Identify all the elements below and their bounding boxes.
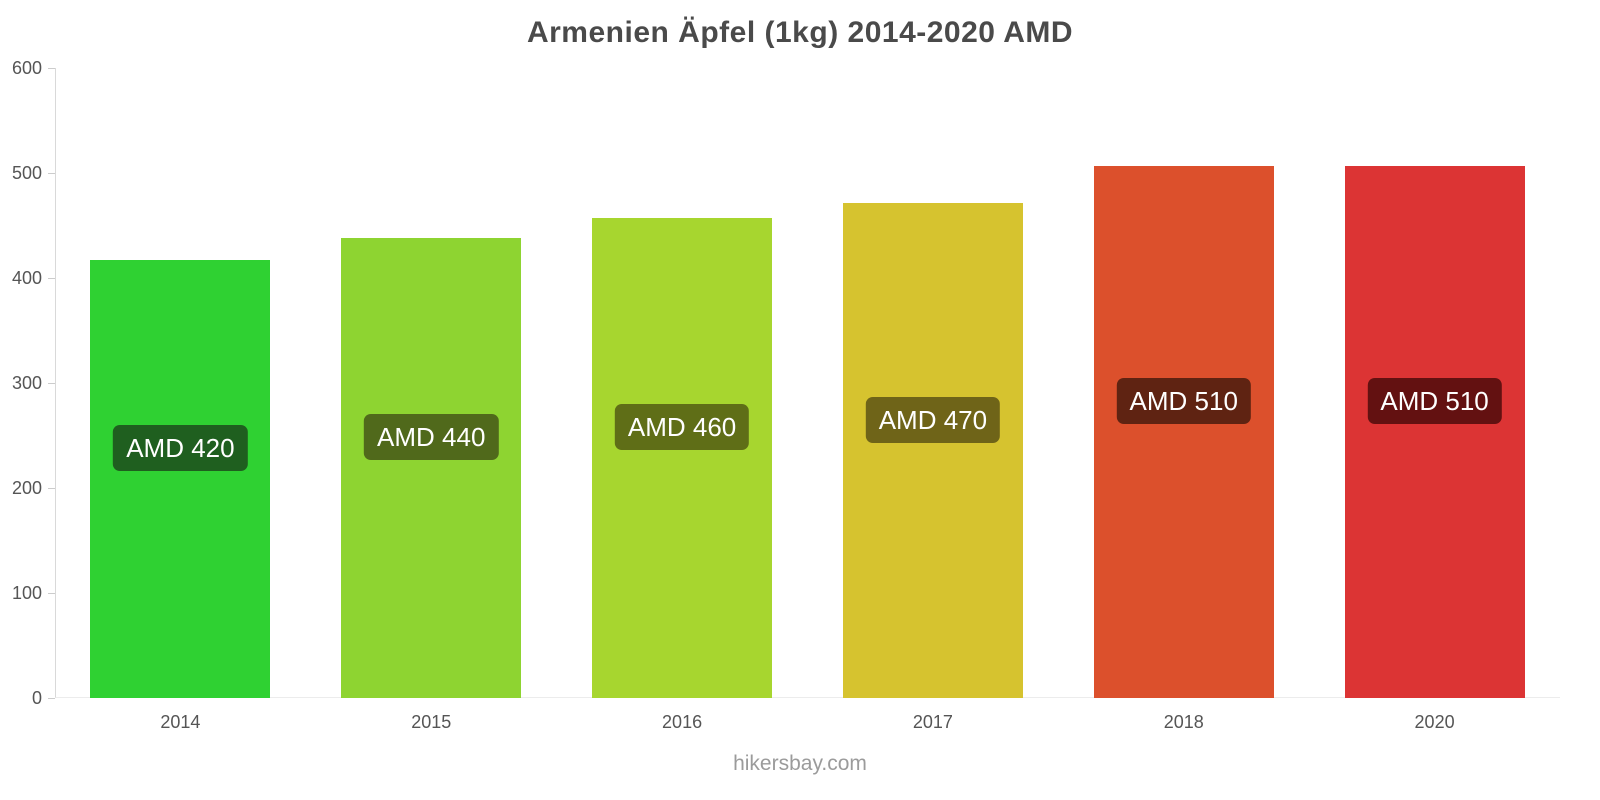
y-axis-tick-label: 100: [11, 583, 42, 603]
x-axis-label-2015: 2015: [411, 712, 452, 732]
bar-2016: AMD 460: [592, 218, 773, 698]
bar-value-label: AMD 510: [1116, 377, 1251, 424]
bar-2015: AMD 440: [341, 238, 522, 698]
bar-value-label: AMD 510: [1367, 377, 1502, 424]
x-axis-label-2014: 2014: [160, 712, 201, 732]
bar-value-label: AMD 420: [113, 425, 248, 472]
y-axis-tick-label: 200: [11, 478, 42, 498]
bar-value-label: AMD 470: [865, 396, 1001, 443]
watermark: hikersbay.com: [733, 752, 867, 775]
bar-2014: AMD 420: [90, 260, 271, 698]
y-axis-tick-mark: [48, 488, 55, 489]
y-axis-tick-label: 500: [11, 163, 42, 183]
y-axis-tick-mark: [48, 68, 55, 69]
bar-value-label: AMD 460: [614, 404, 750, 451]
y-axis-tick-mark: [48, 698, 55, 699]
y-axis-tick-mark: [48, 383, 55, 384]
y-axis-tick-mark: [48, 278, 55, 279]
bar-2020: AMD 510: [1344, 165, 1525, 698]
y-axis-tick-mark: [48, 593, 55, 594]
chart-title: Armenien Äpfel (1kg) 2014-2020 AMD: [526, 16, 1074, 49]
bar-2018: AMD 510: [1093, 165, 1274, 698]
y-axis-tick-label: 300: [11, 373, 42, 393]
x-axis-label-2018: 2018: [1163, 712, 1204, 732]
bars-container: AMD 420 AMD 440 AMD 460 AMD 470 AMD 510 AMD 5…: [55, 68, 1560, 698]
y-axis-tick-label: 600: [11, 58, 42, 78]
plot-area: [55, 68, 1560, 698]
x-axis-label-2020: 2020: [1414, 712, 1455, 732]
bar-value-label: AMD 440: [364, 414, 499, 461]
y-axis-tick-label: 400: [11, 268, 42, 288]
y-axis-tick-mark: [48, 173, 55, 174]
x-axis-label-2017: 2017: [912, 712, 953, 732]
y-axis-tick-label: 0: [31, 688, 42, 708]
bar-2017: AMD 470: [842, 203, 1023, 698]
x-axis-label-2016: 2016: [662, 712, 703, 732]
